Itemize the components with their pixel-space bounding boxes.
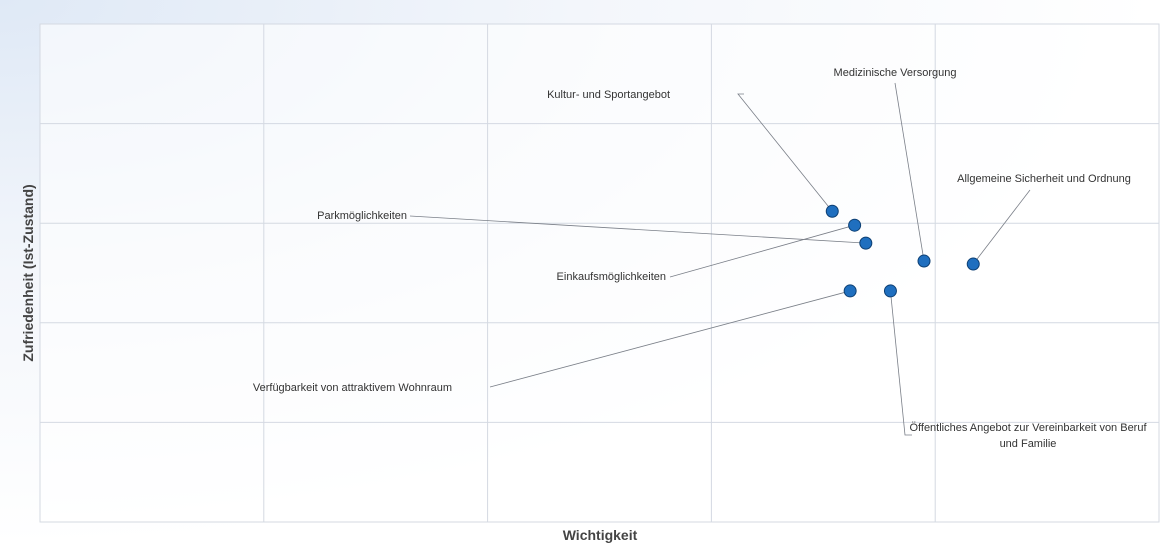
leader-line — [894, 82, 925, 262]
y-axis-title: Zufriedenheit (Ist-Zustand) — [20, 184, 36, 361]
point — [883, 284, 897, 298]
point — [843, 284, 857, 298]
point — [917, 254, 931, 268]
leader-line — [737, 93, 833, 212]
point — [825, 204, 839, 218]
leader-line — [669, 224, 855, 278]
leader-line — [972, 189, 1031, 265]
point-label: Medizinische Versorgung — [833, 67, 957, 79]
point-label: Öffentliches Angebot zur Vereinbarkeit v… — [909, 422, 1147, 450]
point-label: Kultur- und Sportangebot — [547, 89, 670, 101]
x-axis-title: Wichtigkeit — [563, 527, 638, 543]
plot-area — [39, 23, 1160, 523]
leader-line — [489, 290, 851, 388]
point — [859, 236, 873, 250]
leader-line — [890, 290, 912, 436]
point-label: Allgemeine Sicherheit und Ordnung — [957, 173, 1131, 185]
point-label: Einkaufsmöglichkeiten — [556, 271, 666, 283]
leader-line — [409, 215, 866, 244]
point-label: Parkmöglichkeiten — [317, 210, 407, 222]
point-label: Verfügbarkeit von attraktivem Wohnraum — [252, 382, 452, 394]
point — [848, 218, 862, 232]
point — [966, 257, 980, 271]
